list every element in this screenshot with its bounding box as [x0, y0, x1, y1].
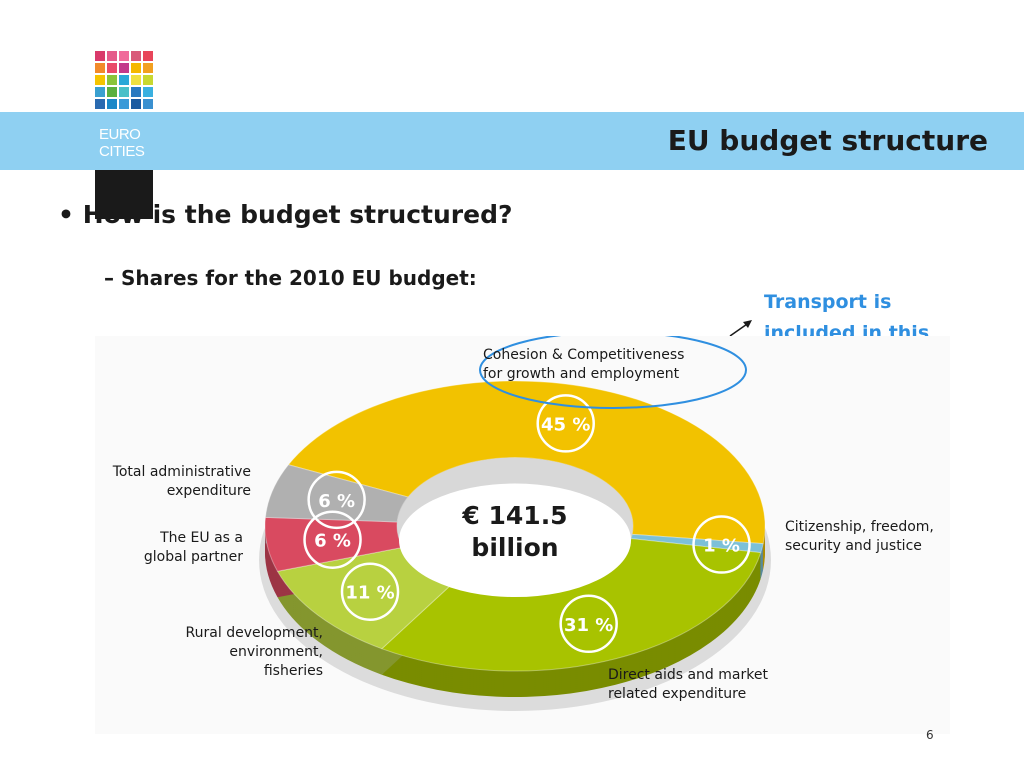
label-line: environment, [229, 644, 323, 660]
label-line: The EU as a [160, 530, 243, 546]
value-label: 6 % [318, 491, 355, 512]
value-badge-1: 1 % [692, 515, 751, 574]
value-label: 11 % [345, 583, 394, 604]
logo-text: EURO CITIES [99, 126, 145, 160]
label-line: Rural development, [185, 625, 323, 641]
donut-hole [399, 483, 631, 598]
value-badge-2: 31 % [559, 594, 618, 654]
value-label: 31 % [564, 615, 613, 636]
highlight-ellipse [479, 336, 747, 409]
label-direct-aids: Direct aids and market related expenditu… [608, 666, 768, 704]
label-line: Cohesion & Competitiveness [483, 347, 685, 363]
value-badge-circle [340, 562, 400, 621]
label-rural: Rural development, environment, fisherie… [186, 624, 323, 681]
value-badge-circle [692, 515, 751, 574]
label-global-partner: The EU as a global partner [144, 529, 243, 567]
label-line: fisheries [263, 663, 323, 679]
value-label: 1 % [703, 536, 740, 557]
logo-text-line1: EURO [99, 126, 141, 143]
bullet-marker: • [58, 200, 74, 229]
label-line: security and justice [785, 538, 922, 554]
label-cohesion: Cohesion & Competitiveness for growth an… [483, 346, 684, 384]
value-badge-circle [303, 510, 362, 569]
chart-area: € 141.5 billion 45 % 1 % 31 % 11 % 6 % 6 % Cohe… [95, 336, 950, 734]
label-citizenship: Citizenship, freedom, security and justi… [785, 518, 934, 556]
value-label: 6 % [314, 531, 351, 552]
value-badge-3: 11 % [340, 562, 400, 621]
label-line: global partner [143, 549, 243, 565]
label-line: Direct aids and market [608, 667, 768, 683]
value-badge-circle [536, 394, 595, 453]
bullet-level1-text: How is the budget structured? [82, 200, 513, 229]
value-badge-4: 6 % [303, 510, 362, 569]
logo-text-line2: CITIES [99, 143, 145, 160]
logo-color-grid [95, 51, 153, 109]
donut-chart: € 141.5 billion 45 % 1 % 31 % 11 % 6 % 6 % [259, 336, 771, 711]
label-line: related expenditure [608, 686, 747, 702]
note-line: Transport is [764, 291, 892, 313]
label-administrative: Total administrative expenditure [113, 463, 251, 501]
bullet-level2: – Shares for the 2010 EU budget: [104, 266, 477, 290]
bullet-level1: • How is the budget structured? [58, 200, 512, 229]
total-label-line2: billion [471, 533, 558, 562]
value-badge-circle [559, 594, 618, 654]
label-line: expenditure [166, 483, 251, 499]
value-label: 45 % [541, 414, 590, 435]
label-line: Citizenship, freedom, [785, 519, 934, 535]
note-arrow-icon [729, 320, 752, 337]
label-line: Total administrative [112, 464, 251, 480]
value-badge-5: 6 % [307, 470, 366, 530]
header-band [0, 112, 1024, 170]
total-label-line1: € 141.5 [461, 501, 567, 530]
page-number: 6 [926, 728, 934, 742]
label-line: for growth and employment [483, 366, 680, 382]
value-badge-circle [307, 470, 366, 530]
value-badge-0: 45 % [536, 394, 595, 453]
slide-title: EU budget structure [667, 124, 988, 157]
